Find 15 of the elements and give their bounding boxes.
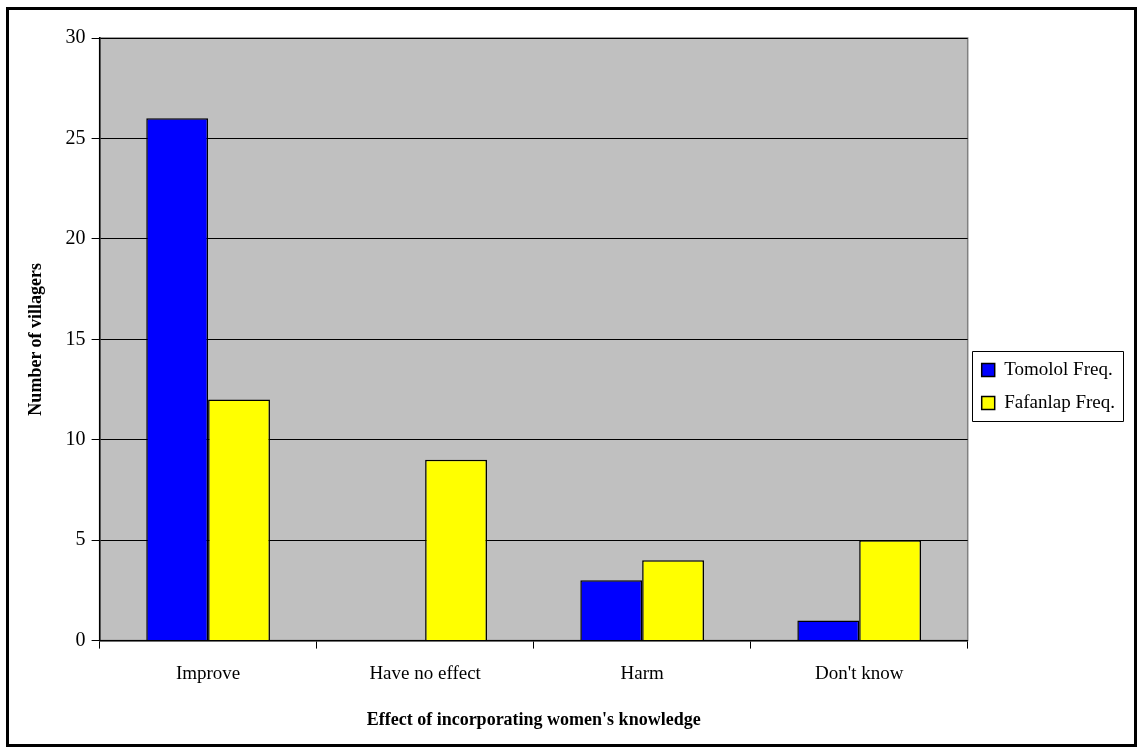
y-tick-label: 0 <box>75 627 86 650</box>
y-tick-label: 15 <box>65 326 86 349</box>
x-tick-label: Don't know <box>814 661 904 683</box>
y-tick-label: 20 <box>65 226 86 249</box>
y-tick-label: 30 <box>65 25 86 48</box>
x-tick-label: Harm <box>620 661 665 683</box>
legend-label: Tomolol Freq. <box>1004 357 1113 379</box>
y-axis-title: Number of villagers <box>25 262 46 416</box>
x-tick-label: Improve <box>175 661 241 683</box>
legend-label: Fafanlap Freq. <box>1004 390 1116 412</box>
y-tick-label: 25 <box>65 125 86 148</box>
y-tick-label: 5 <box>75 527 86 550</box>
x-axis-title: Effect of incorporating women's knowledge <box>366 708 701 729</box>
x-tick-label: Have no effect <box>369 661 482 683</box>
y-tick-label: 10 <box>65 426 86 449</box>
